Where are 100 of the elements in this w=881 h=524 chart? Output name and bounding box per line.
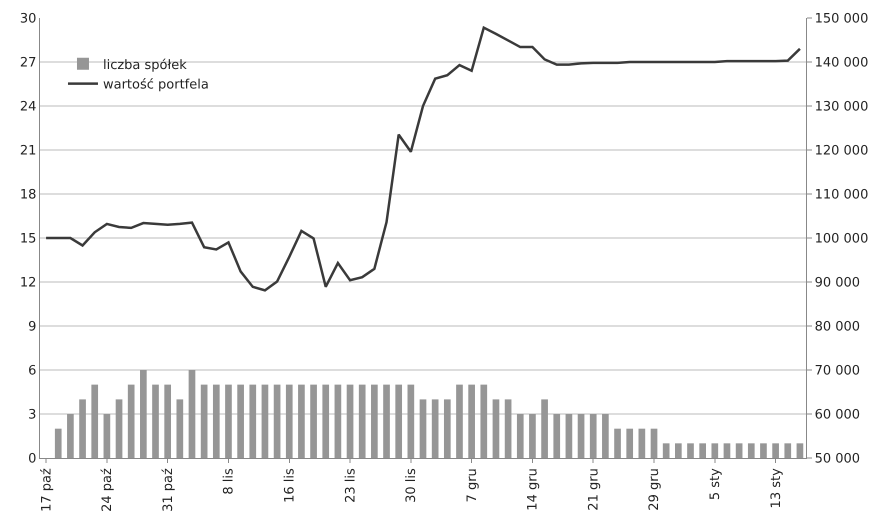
bar — [286, 384, 293, 458]
bar — [566, 414, 572, 458]
bar — [468, 384, 475, 458]
bar — [590, 414, 597, 458]
y-tick-label: 9 — [28, 320, 36, 335]
y-tick-label: 0 — [28, 452, 36, 467]
bar — [420, 399, 426, 458]
bar — [614, 428, 621, 458]
bar — [529, 414, 536, 458]
bar — [541, 399, 548, 458]
bar — [760, 443, 767, 458]
bar — [225, 384, 232, 458]
x-tick-label: 24 paź — [100, 468, 116, 512]
y2-tick-label: 100 000 — [814, 232, 868, 247]
y2-tick-label: 90 000 — [814, 276, 860, 291]
bar — [176, 399, 184, 458]
bar — [274, 384, 280, 458]
bar — [200, 384, 208, 458]
bar — [736, 443, 742, 458]
legend-label: wartość portfela — [102, 78, 209, 93]
bar — [662, 443, 670, 458]
bar — [602, 414, 609, 458]
y2-tick-label: 120 000 — [814, 144, 868, 159]
bar — [480, 384, 488, 458]
x-tick-label: 23 lis — [343, 468, 358, 503]
bar — [748, 443, 755, 458]
bar — [249, 384, 256, 458]
y2-tick-label: 150 000 — [814, 12, 868, 27]
x-tick-label: 29 gru — [647, 468, 662, 511]
bar — [395, 384, 402, 458]
x-tick-label: 17 paź — [39, 468, 54, 512]
bar — [796, 443, 804, 458]
bar — [140, 370, 147, 458]
bar — [358, 384, 366, 458]
y-tick-label: 24 — [20, 100, 36, 115]
bar — [104, 414, 110, 458]
y2-tick-label: 80 000 — [814, 320, 860, 335]
line-series — [44, 26, 802, 292]
y-tick-label: 18 — [20, 188, 36, 203]
bar — [687, 443, 694, 458]
bar — [724, 443, 730, 458]
bar — [578, 414, 584, 458]
bar — [212, 384, 220, 458]
x-tick-label: 16 lis — [282, 468, 298, 503]
bar — [298, 384, 305, 458]
bar — [456, 384, 463, 458]
bar — [553, 414, 560, 458]
bar — [772, 443, 779, 458]
y2-tick-label: 130 000 — [814, 100, 868, 115]
bar — [322, 384, 330, 458]
bar — [650, 428, 658, 458]
y-tick-label: 12 — [20, 276, 36, 291]
bar — [128, 384, 135, 458]
y-tick-label: 3 — [28, 408, 36, 423]
bar — [432, 399, 438, 458]
y2-tick-label: 60 000 — [814, 408, 860, 423]
x-tick-label: 21 gru — [586, 468, 602, 511]
bar — [444, 399, 451, 458]
bar — [383, 384, 390, 458]
bar — [784, 443, 792, 458]
bar — [408, 384, 414, 458]
bar — [504, 399, 512, 458]
bar — [711, 443, 718, 458]
bar — [638, 428, 646, 458]
bar — [310, 384, 317, 458]
bar — [334, 384, 342, 458]
bar — [492, 399, 500, 458]
bar — [67, 414, 74, 458]
x-tick-label: 14 gru — [526, 468, 541, 511]
x-tick-label: 13 sty — [768, 468, 784, 508]
y2-tick-label: 140 000 — [814, 56, 868, 71]
y2-tick-label: 50 000 — [814, 452, 860, 467]
x-tick-label: 5 sty — [708, 468, 724, 500]
bar — [164, 384, 172, 458]
bar — [91, 384, 98, 458]
y-tick-label: 21 — [20, 144, 36, 159]
x-tick-label: 30 lis — [404, 468, 420, 503]
bar — [626, 428, 634, 458]
y-tick-label: 6 — [28, 364, 36, 379]
legend-label: liczba spółek — [102, 58, 188, 73]
y-tick-label: 15 — [20, 232, 36, 247]
x-tick-label: 7 gru — [464, 468, 480, 502]
x-tick-label: 31 paź — [160, 468, 176, 512]
y2-tick-label: 110 000 — [814, 188, 868, 203]
bar — [152, 384, 159, 458]
bar — [262, 384, 268, 458]
bar — [346, 384, 354, 458]
bar — [188, 370, 196, 458]
bar — [116, 399, 122, 458]
bar — [54, 428, 62, 458]
x-tick-label: 8 lis — [222, 468, 237, 495]
y2-tick-label: 70 000 — [814, 364, 860, 379]
bar — [237, 384, 244, 458]
bar — [79, 399, 86, 458]
y-tick-label: 27 — [20, 56, 36, 71]
bar — [516, 414, 524, 458]
bar — [674, 443, 682, 458]
y-tick-label: 30 — [20, 12, 36, 27]
bar — [371, 384, 378, 458]
bar — [699, 443, 706, 458]
